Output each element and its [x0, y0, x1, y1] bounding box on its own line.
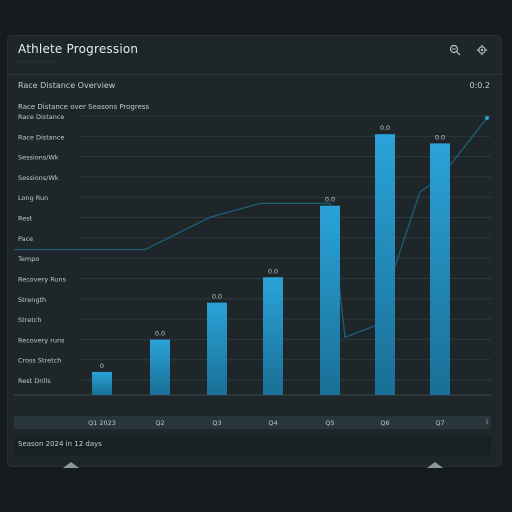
page-title: Athlete Progression [18, 42, 139, 56]
x-tick-label: Q3 [212, 419, 221, 427]
y-tick-label: Long Run [18, 194, 48, 202]
bar[interactable] [320, 205, 340, 395]
y-tick-label: Race Distance [18, 113, 64, 121]
bar[interactable] [375, 134, 395, 396]
x-tick-label: Q1 2023 [88, 419, 116, 427]
trend-end-point [485, 116, 489, 120]
trend-line [14, 117, 488, 339]
y-tick-label: Race Distance [18, 133, 64, 141]
data-label: 0.0 [325, 196, 335, 204]
status-text: Season 2024 in 12 days [18, 440, 102, 448]
x-tick-label: Q5 [325, 419, 334, 427]
bar[interactable] [92, 371, 112, 395]
subheader-label: Race Distance Overview [18, 81, 116, 90]
y-tick-label: Sessions/Wk [18, 154, 59, 162]
bar[interactable] [430, 143, 450, 395]
x-tick-label: Q2 [155, 419, 164, 427]
settings-icon[interactable] [476, 44, 488, 56]
data-label: 0 [100, 362, 104, 370]
zoom-icon[interactable] [449, 44, 461, 56]
y-tick-label: Recovery Runs [18, 275, 67, 283]
x-axis-band-marker: i [486, 418, 488, 426]
y-tick-label: Tempo [17, 255, 39, 263]
x-tick-label: Q6 [380, 419, 389, 427]
data-label: 0.0 [155, 330, 165, 338]
y-tick-label: Rest Drills [18, 377, 51, 385]
y-tick-label: Pace [18, 235, 33, 243]
data-label: 0.0 [268, 267, 278, 275]
subheader-value: 0:0.2 [469, 81, 490, 90]
page-subtitle: — — — — — [18, 58, 56, 65]
y-tick-label: Strength [18, 296, 46, 304]
scroll-handle-right[interactable] [427, 462, 443, 468]
data-label: 0.0 [435, 133, 445, 141]
chart-title: Race Distance over Seasons Progress [18, 103, 150, 111]
header-divider [7, 74, 502, 75]
data-label: 0.0 [380, 124, 390, 132]
status-bar [14, 436, 491, 456]
y-tick-label: Recovery runs [18, 336, 65, 344]
bar[interactable] [150, 339, 170, 395]
x-tick-label: Q4 [268, 419, 277, 427]
y-tick-label: Stretch [18, 316, 41, 324]
bar[interactable] [263, 277, 283, 395]
data-label: 0.0 [212, 293, 222, 301]
y-tick-label: Rest [18, 215, 33, 223]
x-axis-band [14, 416, 491, 429]
bar[interactable] [207, 302, 227, 395]
x-tick-label: Q7 [435, 419, 444, 427]
y-tick-label: Sessions/Wk [18, 174, 59, 182]
scroll-handle-left[interactable] [63, 462, 79, 468]
y-tick-label: Cross Stretch [18, 357, 61, 365]
